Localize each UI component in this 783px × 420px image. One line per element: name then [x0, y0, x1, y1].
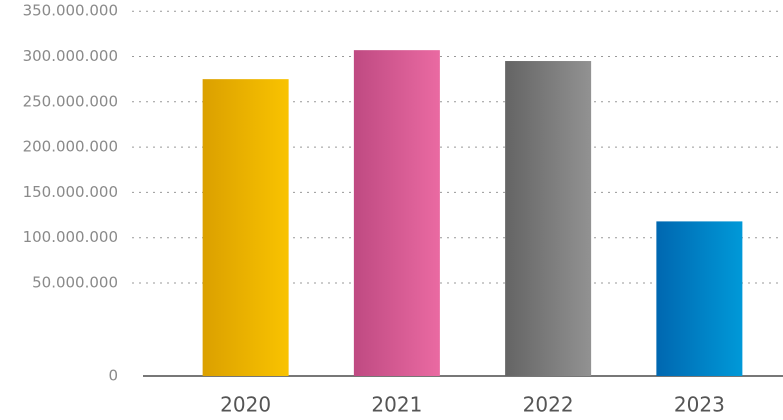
bar: [353, 50, 440, 377]
y-tick-label: 150.000.000: [23, 183, 118, 201]
bar: [656, 221, 743, 376]
x-tick-label: 2022: [523, 393, 574, 417]
y-tick-label: 100.000.000: [23, 228, 118, 246]
y-tick-label: 50.000.000: [32, 274, 118, 292]
bar: [202, 79, 289, 377]
y-tick-label: 250.000.000: [23, 92, 118, 110]
y-tick-label: 200.000.000: [23, 138, 118, 156]
x-tick-label: 2020: [220, 393, 271, 417]
y-tick-label: 350.000.000: [23, 2, 118, 20]
x-tick-label: 2023: [674, 393, 725, 417]
y-tick-label: 0: [108, 367, 118, 385]
bar: [505, 61, 592, 376]
x-tick-label: 2021: [371, 393, 422, 417]
y-tick-label: 300.000.000: [23, 47, 118, 65]
